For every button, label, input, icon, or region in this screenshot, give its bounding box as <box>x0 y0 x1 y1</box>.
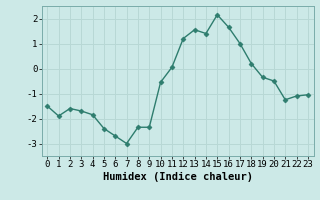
X-axis label: Humidex (Indice chaleur): Humidex (Indice chaleur) <box>103 172 252 182</box>
